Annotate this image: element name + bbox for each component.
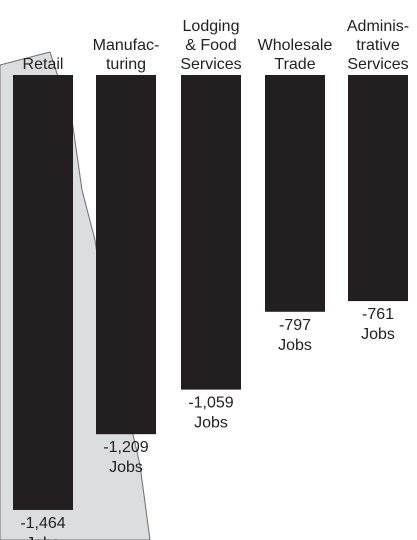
- category-label-4: Wholesale Trade: [258, 37, 333, 73]
- value-label-1: -1,464Jobs: [20, 515, 65, 540]
- bars-group: [13, 75, 408, 510]
- category-label-3: Lodging & Food Services: [180, 18, 241, 73]
- bar-4: [265, 75, 325, 312]
- bar-5: [348, 75, 408, 302]
- category-labels-group: Retail Manufac-turing Lodging & Food Service…: [23, 18, 410, 73]
- bar-3: [181, 75, 241, 390]
- value-label-5: -761 Jobs: [361, 306, 395, 343]
- category-label-5: Adminis-trative Services: [347, 18, 409, 73]
- bar-2: [96, 75, 156, 435]
- value-label-4: -797 Jobs: [278, 317, 312, 354]
- value-label-2: -1,209 Jobs: [103, 439, 148, 476]
- bar-1: [13, 75, 73, 510]
- category-label-2: Manufac-turing: [93, 37, 160, 73]
- value-label-3: -1,059 Jobs: [188, 395, 233, 432]
- category-label-1: Retail: [23, 56, 64, 73]
